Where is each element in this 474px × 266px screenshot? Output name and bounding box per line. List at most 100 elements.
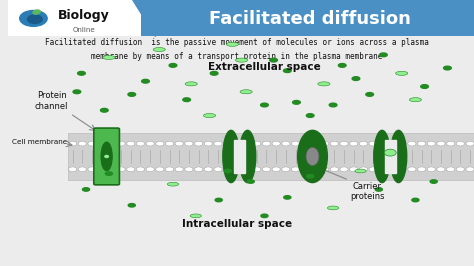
Ellipse shape <box>103 55 115 60</box>
Ellipse shape <box>128 93 136 96</box>
Text: Intracellular space: Intracellular space <box>182 219 292 229</box>
Circle shape <box>466 167 474 172</box>
Circle shape <box>78 167 86 172</box>
Ellipse shape <box>292 101 301 104</box>
Ellipse shape <box>142 79 149 83</box>
Circle shape <box>408 141 416 146</box>
Circle shape <box>175 167 183 172</box>
Circle shape <box>272 167 280 172</box>
Ellipse shape <box>236 58 247 62</box>
Circle shape <box>69 141 77 146</box>
Circle shape <box>272 141 280 146</box>
Ellipse shape <box>261 214 268 218</box>
Circle shape <box>214 141 222 146</box>
Ellipse shape <box>338 64 346 67</box>
Circle shape <box>350 167 358 172</box>
Ellipse shape <box>128 203 136 207</box>
Ellipse shape <box>224 169 231 173</box>
Circle shape <box>253 141 261 146</box>
Circle shape <box>388 167 397 172</box>
Ellipse shape <box>374 130 390 182</box>
Ellipse shape <box>352 77 360 80</box>
Ellipse shape <box>82 188 90 191</box>
Circle shape <box>263 141 271 146</box>
Text: Carrier
proteins: Carrier proteins <box>350 182 384 201</box>
Circle shape <box>330 141 338 146</box>
Circle shape <box>388 141 397 146</box>
Ellipse shape <box>203 114 216 118</box>
Text: Facilitated diffusion  is the passive movement of molecules or ions across a pla: Facilitated diffusion is the passive mov… <box>45 39 429 47</box>
Ellipse shape <box>306 114 314 117</box>
Ellipse shape <box>421 85 428 88</box>
Circle shape <box>233 141 241 146</box>
FancyBboxPatch shape <box>68 133 474 180</box>
Circle shape <box>253 167 261 172</box>
FancyBboxPatch shape <box>8 0 141 36</box>
Circle shape <box>146 167 154 172</box>
Ellipse shape <box>240 90 252 94</box>
Circle shape <box>320 141 328 146</box>
Ellipse shape <box>185 82 197 86</box>
Circle shape <box>98 141 106 146</box>
Ellipse shape <box>329 103 337 107</box>
Circle shape <box>20 10 47 26</box>
Circle shape <box>447 141 455 146</box>
Circle shape <box>127 141 135 146</box>
Ellipse shape <box>396 71 408 75</box>
Ellipse shape <box>328 206 339 210</box>
Ellipse shape <box>167 182 179 186</box>
Circle shape <box>311 141 319 146</box>
Circle shape <box>194 167 203 172</box>
Ellipse shape <box>307 174 314 178</box>
Circle shape <box>107 167 116 172</box>
Circle shape <box>243 167 251 172</box>
Ellipse shape <box>183 98 191 102</box>
Circle shape <box>320 167 328 172</box>
Ellipse shape <box>169 64 177 67</box>
Circle shape <box>456 141 465 146</box>
Circle shape <box>408 167 416 172</box>
Ellipse shape <box>78 72 85 75</box>
Circle shape <box>137 141 145 146</box>
Circle shape <box>107 141 116 146</box>
Circle shape <box>301 141 310 146</box>
Text: membrane by means of a transport protein in the plasma membrane: membrane by means of a transport protein… <box>91 52 383 61</box>
FancyBboxPatch shape <box>234 140 245 173</box>
FancyBboxPatch shape <box>385 140 396 173</box>
Text: Protein
channel: Protein channel <box>35 91 68 111</box>
Circle shape <box>282 141 290 146</box>
Circle shape <box>292 167 300 172</box>
Circle shape <box>292 141 300 146</box>
Circle shape <box>224 141 232 146</box>
Circle shape <box>427 167 435 172</box>
Circle shape <box>282 167 290 172</box>
Circle shape <box>243 141 251 146</box>
Circle shape <box>263 167 271 172</box>
Circle shape <box>156 141 164 146</box>
Ellipse shape <box>412 198 419 202</box>
Circle shape <box>418 167 426 172</box>
Ellipse shape <box>410 98 421 102</box>
Circle shape <box>146 141 154 146</box>
Circle shape <box>98 167 106 172</box>
Ellipse shape <box>298 130 328 182</box>
Circle shape <box>369 141 377 146</box>
Ellipse shape <box>210 72 218 75</box>
Ellipse shape <box>190 214 201 218</box>
Circle shape <box>105 155 109 157</box>
Ellipse shape <box>32 9 41 15</box>
Circle shape <box>456 167 465 172</box>
Ellipse shape <box>284 196 291 199</box>
Circle shape <box>466 141 474 146</box>
Ellipse shape <box>444 66 451 70</box>
Circle shape <box>185 141 193 146</box>
Circle shape <box>137 167 145 172</box>
Circle shape <box>69 167 77 172</box>
Circle shape <box>398 141 406 146</box>
Ellipse shape <box>227 42 238 46</box>
Circle shape <box>27 15 42 23</box>
Circle shape <box>379 167 387 172</box>
Circle shape <box>194 141 203 146</box>
Circle shape <box>369 167 377 172</box>
Ellipse shape <box>153 48 165 52</box>
